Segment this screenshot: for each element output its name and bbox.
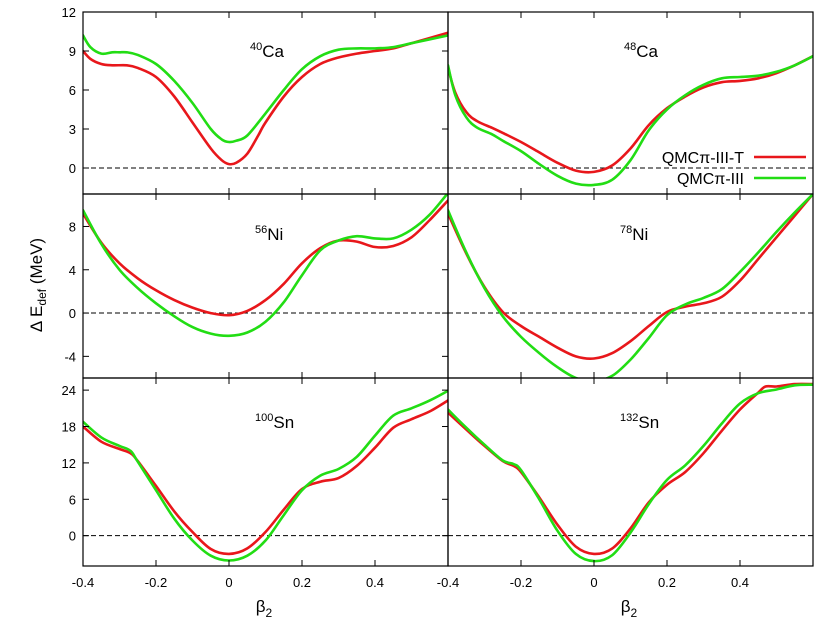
nucleus-element: Sn bbox=[638, 413, 659, 432]
panel-78ni: 78Ni bbox=[447, 193, 814, 379]
y-axis-subscript: def bbox=[35, 288, 49, 305]
y-axis-symbol: Δ E bbox=[27, 306, 46, 332]
panel-frame bbox=[82, 193, 449, 379]
series-line-qmc-iii bbox=[83, 389, 448, 562]
series-line-qmc-iii bbox=[448, 194, 813, 378]
series-line-qmc-iii-t bbox=[448, 54, 813, 174]
series-line-qmc-iii bbox=[448, 54, 813, 187]
x-axis-subscript-right: 2 bbox=[631, 606, 638, 620]
nucleus-mass: 78 bbox=[620, 224, 632, 236]
series-line-qmc-iii bbox=[83, 194, 448, 338]
nucleus-element: Ca bbox=[636, 42, 658, 61]
x-axis-subscript-left: 2 bbox=[266, 606, 273, 620]
series-line-qmc-iii-t bbox=[83, 199, 448, 317]
nucleus-element: Ni bbox=[267, 225, 283, 244]
y-tick-label: 12 bbox=[62, 5, 76, 20]
series-line-qmc-iii-t bbox=[448, 382, 813, 556]
x-tick-label: 0.2 bbox=[293, 575, 311, 590]
nucleus-element: Ca bbox=[262, 42, 284, 61]
y-axis-unit: (MeV) bbox=[27, 238, 46, 289]
nucleus-label: 48Ca bbox=[624, 41, 659, 61]
x-tick-label: -0.2 bbox=[510, 575, 532, 590]
panel-48ca: 48Ca bbox=[447, 11, 814, 195]
series-line-qmc-iii-t bbox=[448, 194, 813, 360]
panel-frame bbox=[82, 377, 449, 567]
x-axis-title-right: β2 bbox=[621, 597, 638, 620]
y-tick-label: 8 bbox=[69, 219, 76, 234]
nucleus-element: Ni bbox=[632, 225, 648, 244]
nucleus-label: 40Ca bbox=[250, 41, 285, 61]
x-tick-label: 0.2 bbox=[658, 575, 676, 590]
y-tick-label: -4 bbox=[64, 349, 76, 364]
y-tick-label: 0 bbox=[69, 306, 76, 321]
x-tick-label: 0 bbox=[225, 575, 232, 590]
panel-frame bbox=[447, 377, 814, 567]
x-axis-symbol-left: β bbox=[256, 597, 266, 616]
panel-132sn: -0.4 -0.2 0 0.2 0.4 132Sn bbox=[437, 377, 814, 590]
y-tick-label: 12 bbox=[62, 456, 76, 471]
y-tick-label: 24 bbox=[62, 383, 76, 398]
nucleus-label: 132Sn bbox=[620, 412, 659, 432]
panel-frame bbox=[447, 11, 814, 195]
nucleus-mass: 132 bbox=[620, 412, 638, 424]
panel-40ca: 0 3 6 9 12 40Ca bbox=[62, 5, 449, 195]
panel-100sn: 0 6 12 18 24 -0.4 -0.2 0 0.2 0.4 100Sn bbox=[62, 377, 449, 590]
y-tick-label: 6 bbox=[69, 83, 76, 98]
nucleus-element: Sn bbox=[273, 413, 294, 432]
x-tick-label: 0 bbox=[590, 575, 597, 590]
x-tick-label: 0.4 bbox=[731, 575, 749, 590]
nucleus-label: 100Sn bbox=[255, 412, 294, 432]
series-line-qmc-iii bbox=[448, 383, 813, 563]
panel-56ni: -4 0 4 8 56Ni bbox=[64, 193, 449, 379]
legend-label-qmc-iii-t: QMCπ-III-T bbox=[662, 150, 744, 167]
x-axis-symbol-right: β bbox=[621, 597, 631, 616]
y-tick-label: 9 bbox=[69, 44, 76, 59]
y-tick-label: 4 bbox=[69, 263, 76, 278]
series-line-qmc-iii bbox=[83, 34, 448, 144]
nucleus-mass: 40 bbox=[250, 41, 262, 53]
x-tick-label: -0.2 bbox=[145, 575, 167, 590]
nucleus-mass: 100 bbox=[255, 412, 273, 424]
axis-labels: Δ Edef (MeV) β2 β2 bbox=[27, 238, 638, 620]
legend: QMCπ-III-T QMCπ-III bbox=[662, 150, 806, 188]
series-line-qmc-iii-t bbox=[83, 31, 448, 166]
x-tick-label: 0.4 bbox=[366, 575, 384, 590]
legend-label-qmc-iii: QMCπ-III bbox=[677, 171, 744, 188]
y-tick-label: 6 bbox=[69, 492, 76, 507]
y-tick-label: 3 bbox=[69, 122, 76, 137]
nucleus-mass: 48 bbox=[624, 41, 636, 53]
nucleus-mass: 56 bbox=[255, 224, 267, 236]
nucleus-label: 56Ni bbox=[255, 224, 283, 244]
x-tick-label: -0.4 bbox=[437, 575, 459, 590]
y-axis-title: Δ Edef (MeV) bbox=[27, 238, 49, 332]
x-tick-label: -0.4 bbox=[72, 575, 94, 590]
y-tick-label: 18 bbox=[62, 420, 76, 435]
x-axis-title-left: β2 bbox=[256, 597, 273, 620]
nucleus-label: 78Ni bbox=[620, 224, 648, 244]
panel-frame bbox=[447, 193, 814, 379]
y-tick-label: 0 bbox=[69, 161, 76, 176]
y-tick-label: 0 bbox=[69, 529, 76, 544]
panel-frame bbox=[82, 11, 449, 195]
